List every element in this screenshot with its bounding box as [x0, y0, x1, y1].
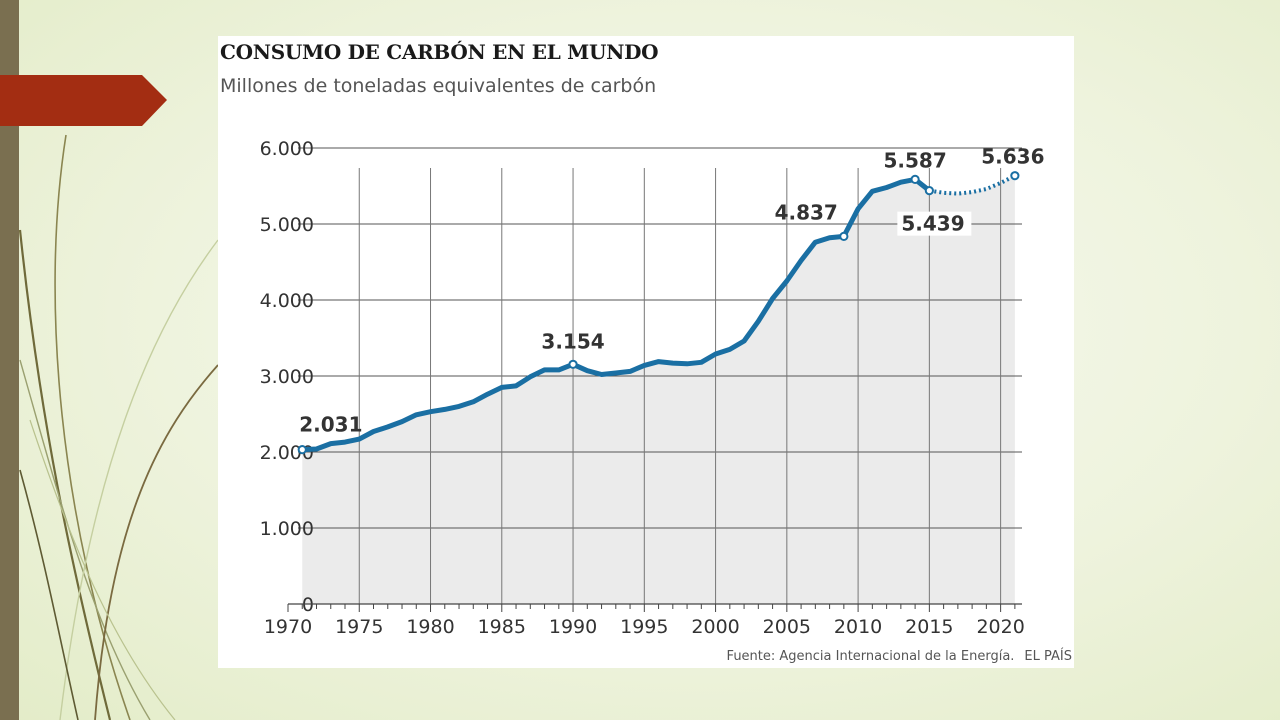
y-tick-label: 2.000: [260, 442, 314, 464]
y-tick-label: 3.000: [260, 366, 314, 388]
area-fill: [302, 175, 1015, 604]
y-tick-label: 4.000: [260, 290, 314, 312]
data-label: 4.837: [775, 200, 838, 224]
slide-accent-arrow: [0, 75, 167, 126]
chart-title: CONSUMO DE CARBÓN EN EL MUNDO: [220, 40, 659, 64]
data-label: 5.636: [981, 145, 1044, 169]
x-tick-label: 2020: [976, 616, 1024, 638]
x-tick-label: 1980: [406, 616, 454, 638]
data-label: 3.154: [541, 329, 604, 353]
source-text: Fuente: Agencia Internacional de la Ener…: [726, 649, 1015, 664]
data-label: 5.439: [901, 212, 964, 236]
data-label: 5.587: [883, 148, 946, 172]
data-label: 2.031: [299, 413, 362, 437]
x-tick-label: 2005: [763, 616, 811, 638]
y-tick-label: 6.000: [260, 138, 314, 160]
data-point-marker: [839, 231, 849, 241]
data-point-marker: [924, 186, 934, 196]
data-point-marker: [297, 445, 307, 455]
x-tick-label: 2015: [905, 616, 953, 638]
chart-subtitle: Millones de toneladas equivalentes de ca…: [220, 75, 657, 97]
chart-source: Fuente: Agencia Internacional de la Ener…: [727, 649, 1072, 664]
slide-feather-strokes: [18, 134, 219, 720]
x-tick-label: 2010: [834, 616, 882, 638]
data-point-marker: [568, 359, 578, 369]
data-point-marker: [910, 174, 920, 184]
chart-card: CONSUMO DE CARBÓN EN EL MUNDO Millones d…: [218, 36, 1074, 668]
slide-sidebar-bar: [0, 0, 19, 720]
x-tick-label: 2000: [691, 616, 739, 638]
data-point-marker: [1010, 171, 1020, 181]
y-tick-label: 0: [302, 594, 314, 616]
data-label-background: [897, 211, 972, 236]
x-tick-label: 1975: [335, 616, 383, 638]
x-tick-label: 1990: [549, 616, 597, 638]
y-tick-label: 1.000: [260, 518, 314, 540]
consumption-series-line: [299, 176, 932, 453]
line-chart: 0 1.000 2.000 3.000 4.000 5.000 6.000 1970 1975 1…: [260, 138, 1045, 638]
x-tick-label: 1985: [478, 616, 526, 638]
x-tick-label: 1970: [264, 616, 312, 638]
brand-label: EL PAÍS: [1024, 649, 1072, 664]
x-tick-label: 1995: [620, 616, 668, 638]
y-tick-label: 5.000: [260, 214, 314, 236]
